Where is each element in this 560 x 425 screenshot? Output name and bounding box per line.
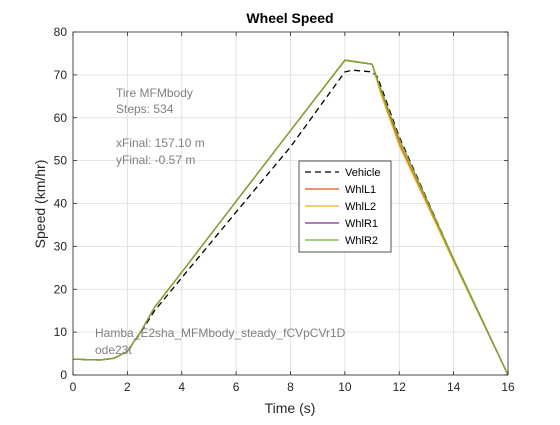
yfinal-annotation: yFinal: -0.57 m: [116, 153, 195, 167]
y-tick-label: 80: [54, 25, 68, 39]
y-tick-label: 40: [54, 197, 68, 211]
series-line-vehicle: [72, 69, 509, 376]
tire-annotation: Tire MFMbody: [116, 86, 193, 100]
y-axis-label: Speed (km/hr): [32, 160, 48, 249]
legend-label: WhlR2: [345, 235, 378, 247]
y-tick-label: 10: [54, 325, 68, 339]
x-tick-label: 8: [287, 380, 294, 394]
y-tick-label: 20: [54, 282, 68, 296]
x-axis-label: Time (s): [265, 400, 316, 416]
chart-title: Wheel Speed: [246, 10, 333, 26]
series-lines: [72, 59, 509, 376]
x-tick-label: 16: [501, 380, 515, 394]
annotation-text: Tire MFMbody Steps: 534 xFinal: 157.10 m…: [95, 86, 346, 357]
y-tick-label: 30: [54, 239, 68, 253]
axis-ticks: 0 2 4 6 8 10 12 14 16 0 10 20 30 40 50 60 70 80: [54, 25, 515, 394]
series-line-whlr2: [72, 59, 509, 376]
x-tick-label: 4: [178, 380, 185, 394]
x-tick-label: 6: [233, 380, 240, 394]
y-tick-label: 60: [54, 111, 68, 125]
legend-label: WhlL2: [345, 201, 376, 213]
legend-label: Vehicle: [345, 167, 380, 179]
x-tick-label: 12: [393, 380, 407, 394]
x-tick-label: 14: [447, 380, 461, 394]
x-tick-label: 10: [338, 380, 352, 394]
y-tick-label: 50: [54, 154, 68, 168]
x-tick-label: 2: [124, 380, 131, 394]
steps-annotation: Steps: 534: [116, 102, 174, 116]
y-tick-label: 0: [60, 368, 67, 382]
model-annotation: Hamba_E2sha_MFMbody_steady_fCVpCVr1D: [95, 326, 346, 340]
xfinal-annotation: xFinal: 157.10 m: [116, 136, 205, 150]
x-tick-label: 0: [70, 380, 77, 394]
legend: Vehicle WhlL1 WhlL2 WhlR1 WhlR2: [298, 160, 392, 253]
solver-annotation: ode23t: [95, 343, 132, 357]
legend-label: WhlR1: [345, 218, 378, 230]
y-tick-label: 70: [54, 68, 68, 82]
legend-label: WhlL1: [345, 184, 376, 196]
